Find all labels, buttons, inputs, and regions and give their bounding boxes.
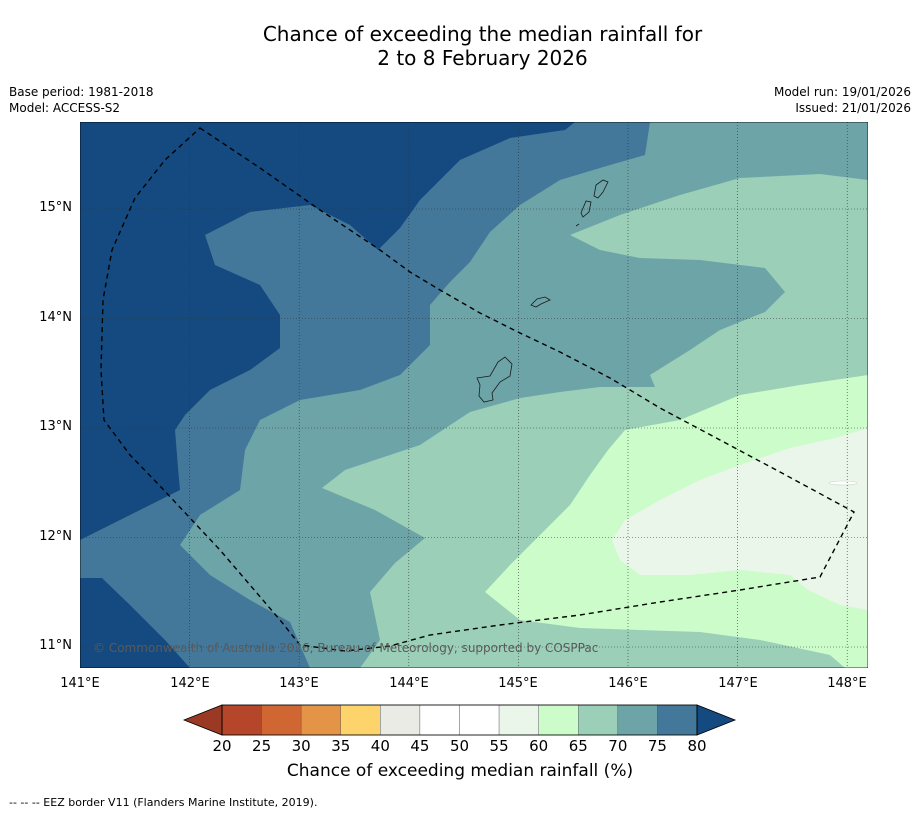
title-line-1: Chance of exceeding the median rainfall … [262, 22, 703, 46]
title-line-2: 2 to 8 February 2026 [377, 46, 588, 70]
meta-right: Model run: 19/01/2026 Issued: 21/01/2026 [774, 84, 911, 116]
small-contour [828, 480, 858, 486]
colorbar-under-arrow [182, 704, 223, 736]
colorbar-swatch-9 [578, 704, 619, 736]
islands [476, 179, 609, 403]
lat-label-12n: 12°N [39, 529, 72, 544]
chart-title: Chance of exceeding the median rainfall … [0, 22, 919, 70]
lon-label-141e: 141°E [60, 676, 100, 691]
colorbar-tick-40: 40 [370, 737, 390, 755]
lon-label-143e: 143°E [279, 676, 319, 691]
colorbar-swatch-7 [498, 704, 539, 736]
colorbar-tick-65: 65 [568, 737, 588, 755]
lat-label-15n: 15°N [39, 200, 72, 215]
lat-label-11n: 11°N [39, 638, 72, 653]
copyright-text: © Commonwealth of Australia 2026, Bureau… [93, 641, 599, 655]
colorbar-swatch-5 [419, 704, 460, 736]
aguijan-island [575, 223, 580, 227]
colorbar-swatch-8 [538, 704, 579, 736]
lon-label-147e: 147°E [718, 676, 758, 691]
colorbar-over-arrow [696, 704, 737, 736]
rainfall-map [80, 122, 868, 668]
colorbar-swatch-11 [657, 704, 698, 736]
colorbar-tick-20: 20 [212, 737, 232, 755]
lon-label-144e: 144°E [389, 676, 429, 691]
colorbar-tick-50: 50 [449, 737, 470, 755]
band-over-80-north [250, 122, 300, 134]
band-over-80 [80, 122, 575, 540]
band-55-60 [612, 428, 868, 610]
colorbar-swatch-2 [300, 704, 341, 736]
colorbar-tick-60: 60 [529, 737, 549, 755]
colorbar-tick-80: 80 [687, 737, 707, 755]
lon-label-148e: 148°E [827, 676, 867, 691]
colorbar-swatch-3 [340, 704, 381, 736]
lat-label-13n: 13°N [39, 419, 72, 434]
colorbar-tick-30: 30 [291, 737, 311, 755]
colorbar-swatch-6 [459, 704, 500, 736]
model-run: Model run: 19/01/2026 [773, 85, 911, 99]
colorbar-swatch-1 [261, 704, 302, 736]
lon-label-145e: 145°E [498, 676, 538, 691]
colorbar-swatches [221, 704, 698, 736]
eez-border [100, 127, 855, 652]
rota-island [530, 296, 551, 308]
colorbar-swatch-4 [380, 704, 421, 736]
colorbar-tick-70: 70 [608, 737, 628, 755]
colorbar-frame [221, 704, 698, 736]
lon-label-146e: 146°E [608, 676, 648, 691]
colorbar-tick-25: 25 [252, 737, 272, 755]
guam-island [476, 356, 513, 403]
issued-date: Issued: 21/01/2026 [795, 101, 911, 115]
base-period: Base period: 1981-2018 [9, 85, 154, 99]
colorbar-tick-75: 75 [647, 737, 667, 755]
colorbar-swatch-0 [221, 704, 262, 736]
band-75-80 [80, 122, 650, 668]
band-over-80-south [80, 578, 190, 668]
colorbar [182, 704, 737, 736]
gridlines [80, 122, 868, 668]
colorbar-label: Chance of exceeding median rainfall (%) [286, 761, 634, 781]
lat-label-14n: 14°N [39, 310, 72, 325]
lon-label-142e: 142°E [170, 676, 210, 691]
saipan-island [593, 179, 609, 199]
model-name: Model: ACCESS-S2 [9, 101, 121, 115]
colorbar-swatch-10 [617, 704, 658, 736]
eez-footnote: -- -- -- EEZ border V11 (Flanders Marine… [9, 796, 318, 809]
colorbar-tick-55: 55 [489, 737, 509, 755]
colorbar-tick-45: 45 [410, 737, 430, 755]
meta-left: Base period: 1981-2018 Model: ACCESS-S2 [9, 84, 154, 116]
colorbar-tick-35: 35 [331, 737, 351, 755]
tinian-island [580, 200, 592, 218]
